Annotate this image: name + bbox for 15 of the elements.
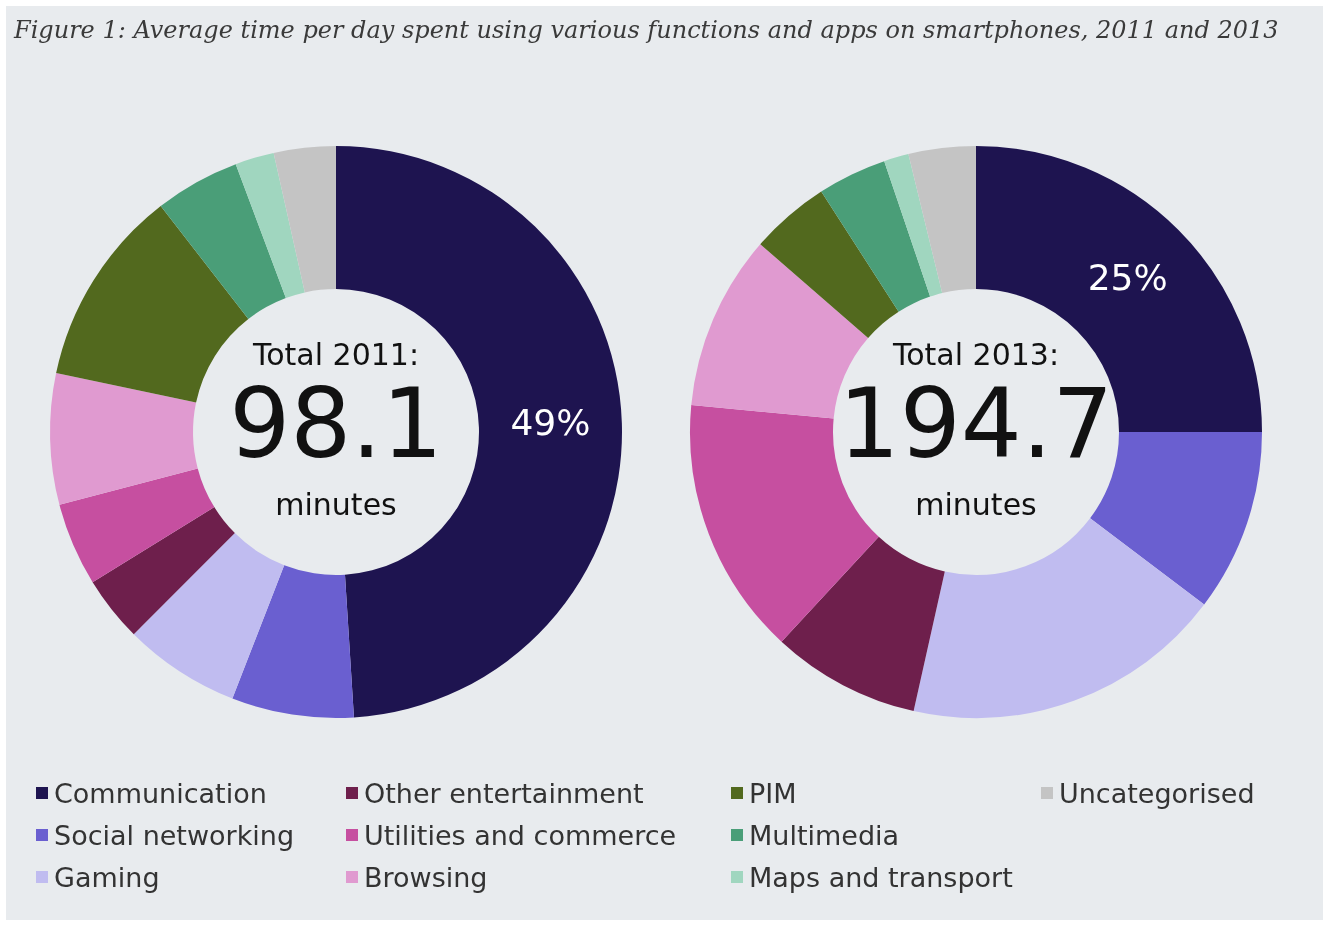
legend-label: Other entertainment — [364, 777, 644, 809]
chart-title: Figure 1: Average time per day spent using various functions and apps on smartphones, 2011 and 2013 — [14, 15, 1280, 46]
legend-label: PIM — [749, 777, 797, 809]
text: minutes — [275, 486, 397, 522]
data-label: 25% — [1087, 256, 1168, 298]
legend-label: Multimedia — [749, 819, 900, 851]
legend-label: Gaming — [54, 861, 160, 893]
text: minutes — [915, 486, 1037, 522]
legend-label: Utilities and commerce — [364, 819, 677, 851]
legend-label: Browsing — [364, 861, 488, 893]
legend-label: Communication — [54, 777, 267, 809]
data-label: 49% — [510, 401, 591, 443]
legend-label: Maps and transport — [749, 861, 1013, 893]
legend-label: Social networking — [54, 819, 295, 851]
legend-label: Uncategorised — [1059, 777, 1255, 809]
